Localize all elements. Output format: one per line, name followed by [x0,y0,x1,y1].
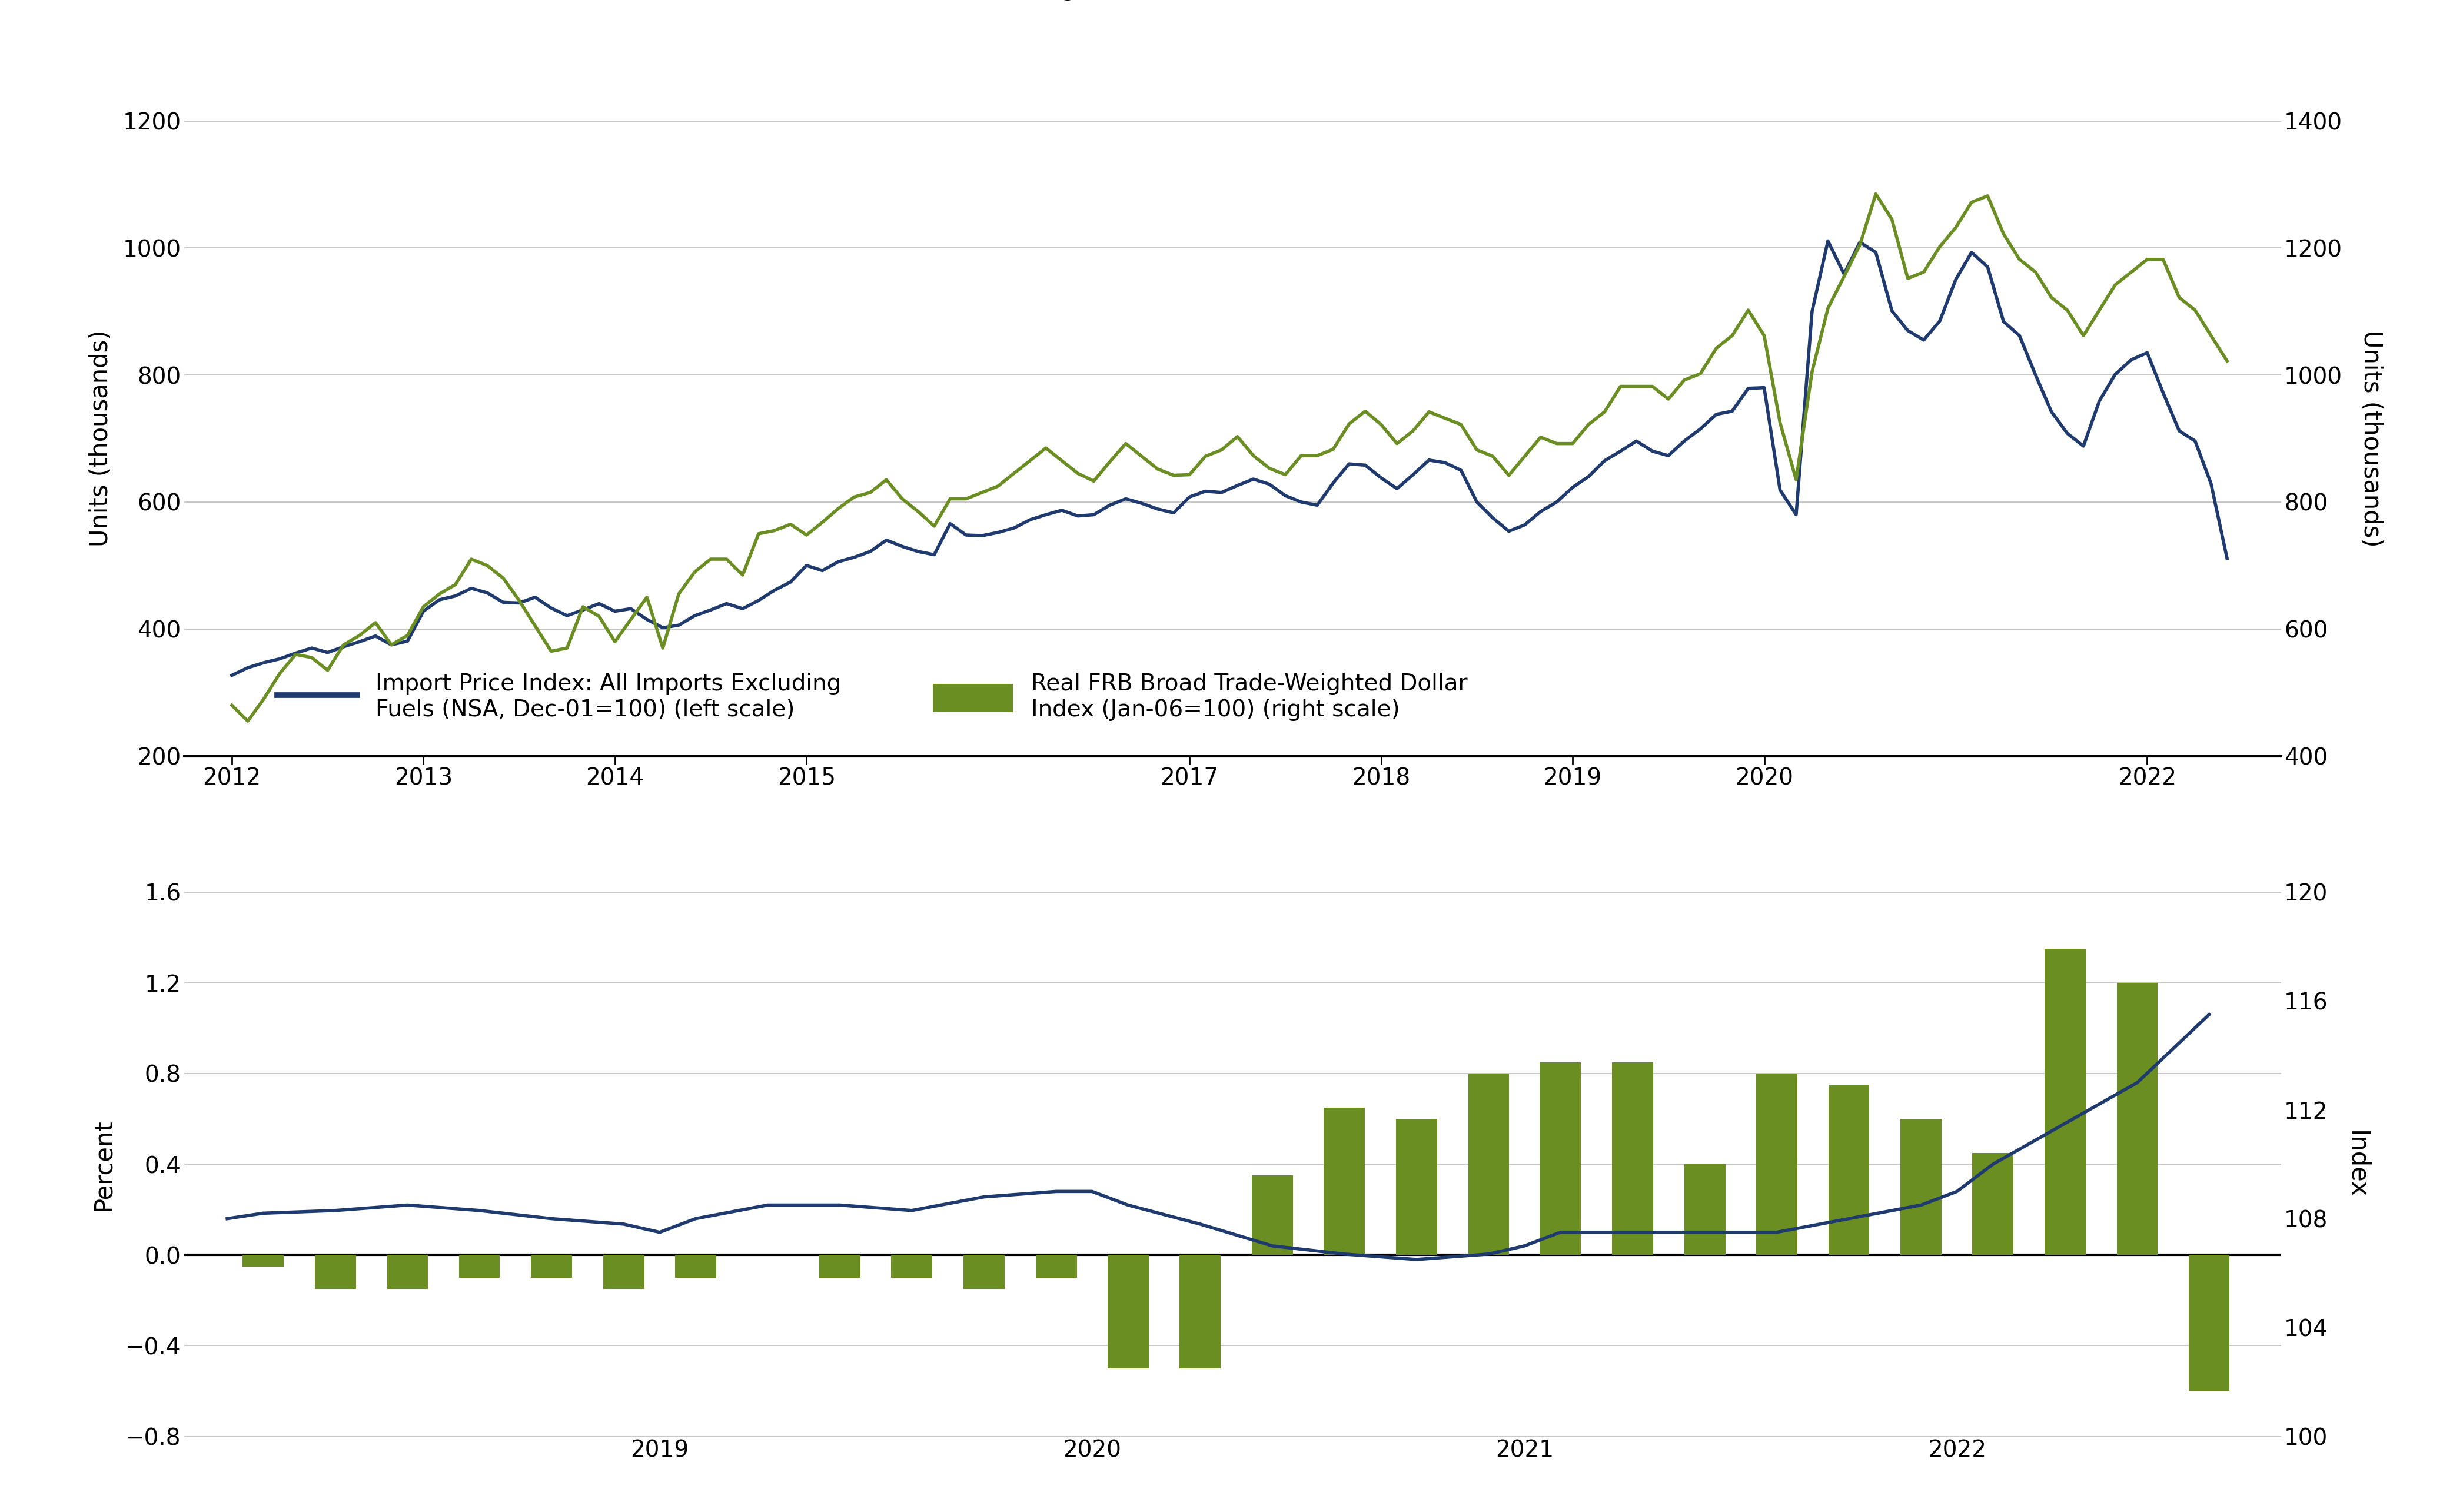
Bar [1901,1119,1943,1255]
Y-axis label: Percent: Percent [91,1117,115,1211]
Bar [819,1255,861,1278]
Bar [1540,1063,1582,1255]
Bar [675,1255,716,1278]
Bar [1035,1255,1077,1278]
Bar [1685,1164,1724,1255]
Bar [964,1255,1006,1288]
Bar [388,1255,429,1288]
Bar [1467,1074,1509,1255]
Bar [1827,1086,1869,1255]
Bar [1396,1119,1437,1255]
Bar [1756,1074,1798,1255]
Bar [243,1255,285,1267]
Bar [2117,983,2159,1255]
Bar [2188,1255,2230,1391]
Bar [1972,1154,2014,1255]
Bar [890,1255,932,1278]
Bar [1612,1063,1653,1255]
Y-axis label: Units (thousands): Units (thousands) [88,330,113,547]
Bar [314,1255,356,1288]
Bar [1180,1255,1222,1368]
Bar [2043,950,2085,1255]
Bar [603,1255,645,1288]
Y-axis label: Index: Index [2345,1131,2370,1198]
Bar [459,1255,500,1278]
Legend: New 1-Family Houses Sold: United States
(SAAR) (left scale), Housing Starts: 1 U: New 1-Family Houses Sold: United States … [267,0,1383,9]
Bar [1106,1255,1148,1368]
Bar [1251,1176,1293,1255]
Bar [1325,1108,1364,1255]
Bar [530,1255,572,1278]
Legend: Import Price Index: All Imports Excluding
Fuels (NSA, Dec-01=100) (left scale), : Import Price Index: All Imports Excludin… [267,664,1477,730]
Y-axis label: Units (thousands): Units (thousands) [2360,330,2384,547]
